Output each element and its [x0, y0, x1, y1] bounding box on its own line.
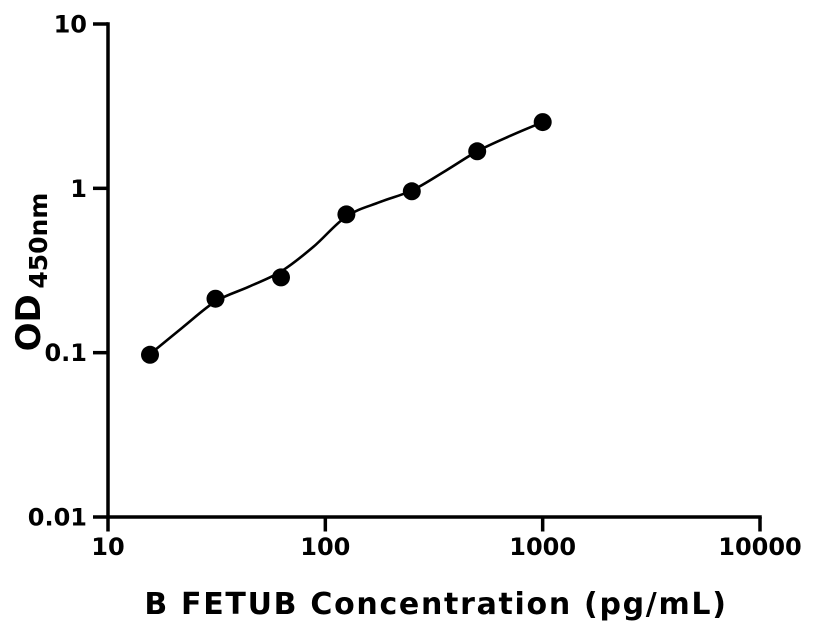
data-points-group — [141, 113, 552, 364]
y-tick-label: 0.01 — [28, 504, 87, 532]
data-point — [141, 345, 159, 364]
x-tick-label: 1000 — [509, 533, 576, 561]
y-tick-label: 1 — [70, 175, 87, 203]
y-axis-title-subscript: 450nm — [24, 193, 53, 289]
data-point — [533, 113, 552, 132]
y-axis-title-main: OD — [9, 294, 49, 351]
axes-group — [106, 22, 762, 519]
data-point — [272, 268, 290, 287]
y-tick-label: 0.1 — [44, 339, 87, 367]
x-tick-label: 10 — [91, 533, 124, 561]
ticks-group — [93, 22, 762, 532]
x-tick-label: 10000 — [718, 533, 802, 561]
data-point — [402, 182, 421, 201]
y-axis-title: OD 450nm — [9, 193, 53, 352]
axis-spines — [106, 22, 762, 519]
data-point — [337, 205, 356, 224]
tick-labels-group: 10 100 1000 10000 10 1 0.1 0.01 — [28, 11, 802, 562]
data-point — [468, 142, 487, 161]
x-axis-title: B FETUB Concentration (pg/mL) — [144, 587, 727, 622]
data-point — [206, 289, 225, 308]
y-tick-label: 10 — [54, 11, 87, 39]
x-tick-label: 100 — [300, 533, 350, 561]
